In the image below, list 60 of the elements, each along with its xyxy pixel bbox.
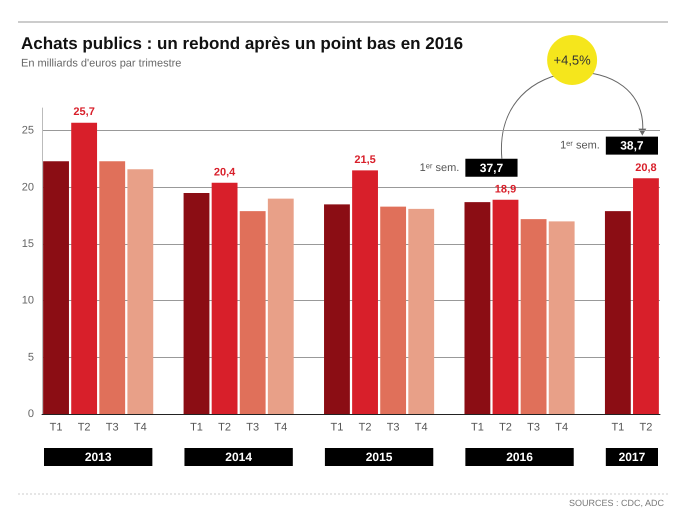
- data-label: 18,9: [494, 183, 516, 196]
- bar: [492, 200, 518, 414]
- bar: [240, 211, 266, 414]
- y-tick-label: 5: [28, 351, 34, 364]
- bar: [268, 198, 294, 414]
- x-tick-label: T1: [190, 422, 203, 434]
- chart-title: Achats publics : un rebond après un point bas en 2016: [21, 34, 464, 53]
- bar: [352, 170, 378, 414]
- data-label: 21,5: [354, 154, 376, 166]
- x-tick-label: T2: [218, 422, 232, 434]
- x-tick-label: T2: [78, 422, 91, 434]
- x-tick-label: T3: [106, 422, 119, 434]
- bar: [633, 178, 659, 414]
- x-tick-label: T2: [358, 422, 372, 434]
- bar: [548, 221, 575, 414]
- annotation: 1ᵉʳ sem.: [560, 140, 600, 152]
- data-label: 20,8: [635, 162, 657, 174]
- data-label: 20,4: [214, 166, 236, 178]
- x-tick-label: T4: [274, 422, 288, 434]
- bar: [99, 161, 126, 414]
- x-tick-label: T4: [414, 422, 428, 434]
- source-note: SOURCES : CDC, ADC: [568, 498, 664, 508]
- text: 2015: [366, 450, 393, 464]
- bar: [380, 206, 406, 414]
- y-tick-label: 0: [28, 408, 34, 420]
- x-tick-label: T1: [330, 422, 344, 434]
- bar: [464, 202, 490, 414]
- bar: [324, 204, 350, 414]
- bar: [604, 211, 631, 414]
- bar: [127, 169, 154, 414]
- text: 2016: [506, 450, 534, 464]
- x-tick-label: T3: [386, 422, 400, 434]
- bar: [184, 193, 210, 414]
- text: 2013: [84, 450, 112, 464]
- chart-subtitle: En milliards d'euros par trimestre: [21, 58, 182, 70]
- x-tick-label: T3: [527, 422, 540, 434]
- x-tick-label: T1: [611, 422, 624, 434]
- annotation: 1ᵉʳ sem.: [420, 162, 460, 174]
- x-tick-label: T1: [470, 422, 484, 434]
- bar: [520, 219, 547, 414]
- bar: [408, 208, 434, 414]
- text: 2014: [225, 450, 252, 464]
- y-tick-label: 20: [22, 181, 34, 194]
- bar: [71, 122, 98, 414]
- y-tick-label: 15: [22, 238, 34, 250]
- y-tick-label: 10: [22, 294, 34, 307]
- text: 2017: [618, 450, 646, 464]
- x-tick-label: T1: [50, 422, 62, 434]
- bar: [212, 182, 238, 414]
- annotation: 38,7: [620, 138, 644, 153]
- y-tick-label: 25: [22, 124, 34, 137]
- x-tick-label: T2: [499, 422, 512, 434]
- x-tick-label: T2: [640, 422, 652, 434]
- data-label: 25,7: [73, 106, 95, 118]
- x-tick-label: T4: [555, 422, 568, 434]
- x-tick-label: T4: [134, 422, 147, 434]
- text: +4,5%: [553, 52, 592, 68]
- x-tick-label: T3: [246, 422, 260, 434]
- annotation: 37,7: [480, 160, 504, 175]
- bar: [43, 161, 69, 414]
